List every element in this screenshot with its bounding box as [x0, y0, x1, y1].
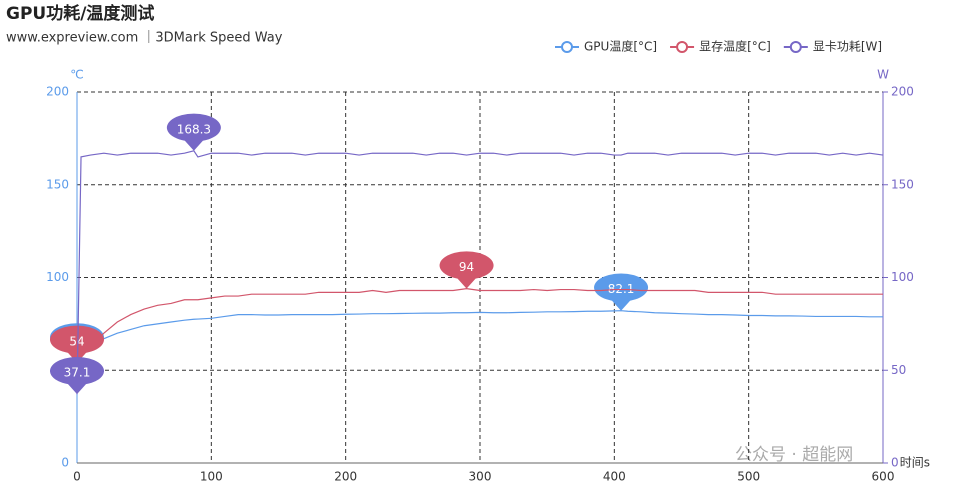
- chart-title: GPU功耗/温度测试: [6, 3, 154, 24]
- legend-marker: [676, 41, 689, 53]
- x-tick-label: 0: [73, 470, 81, 484]
- legend-label: 显存温度[°C]: [699, 39, 771, 54]
- y2-tick-label: 150: [891, 177, 914, 191]
- y2-tick-label: 200: [891, 85, 914, 99]
- x-tick-label: 600: [872, 470, 895, 484]
- x-tick-label: 500: [737, 470, 760, 484]
- x-tick-label: 200: [334, 470, 357, 484]
- mark-label: 54: [69, 334, 84, 348]
- legend-label: GPU温度[°C]: [584, 39, 657, 54]
- legend-marker: [561, 41, 573, 53]
- series-line: [76, 310, 883, 361]
- subtitle: www.expreview.com ｜3DMark Speed Way: [6, 31, 283, 46]
- y2-axis-label: W: [877, 68, 889, 82]
- y-tick-label: 100: [46, 270, 69, 284]
- series-line: [76, 288, 883, 364]
- y-axis-label: ℃: [70, 68, 83, 82]
- y-tick-label: 150: [46, 177, 69, 191]
- legend-label: 显卡功耗[W]: [813, 40, 882, 54]
- x-tick-label: 300: [469, 470, 492, 484]
- x-axis-label: 时间s: [900, 456, 930, 470]
- legend-marker: [789, 41, 802, 53]
- watermark: 公众号 · 超能网: [735, 445, 853, 465]
- mark-label: 168.3: [177, 122, 211, 136]
- mark-label: 94: [459, 260, 474, 274]
- x-tick-label: 100: [200, 470, 223, 484]
- y2-tick-label: 100: [891, 270, 914, 284]
- y-tick-label: 200: [46, 85, 69, 99]
- mark-pin: [49, 356, 104, 395]
- x-tick-label: 400: [603, 470, 626, 484]
- mark-pin: [439, 251, 494, 289]
- y2-tick-label: 0: [891, 456, 899, 470]
- mark-label: 37.1: [64, 366, 91, 380]
- mark-pin: [49, 325, 104, 363]
- y-tick-label: 0: [61, 456, 69, 470]
- series-line: [76, 150, 884, 395]
- y2-tick-label: 50: [891, 363, 906, 377]
- mark-pin: [166, 113, 221, 151]
- mark-pin: [594, 273, 649, 311]
